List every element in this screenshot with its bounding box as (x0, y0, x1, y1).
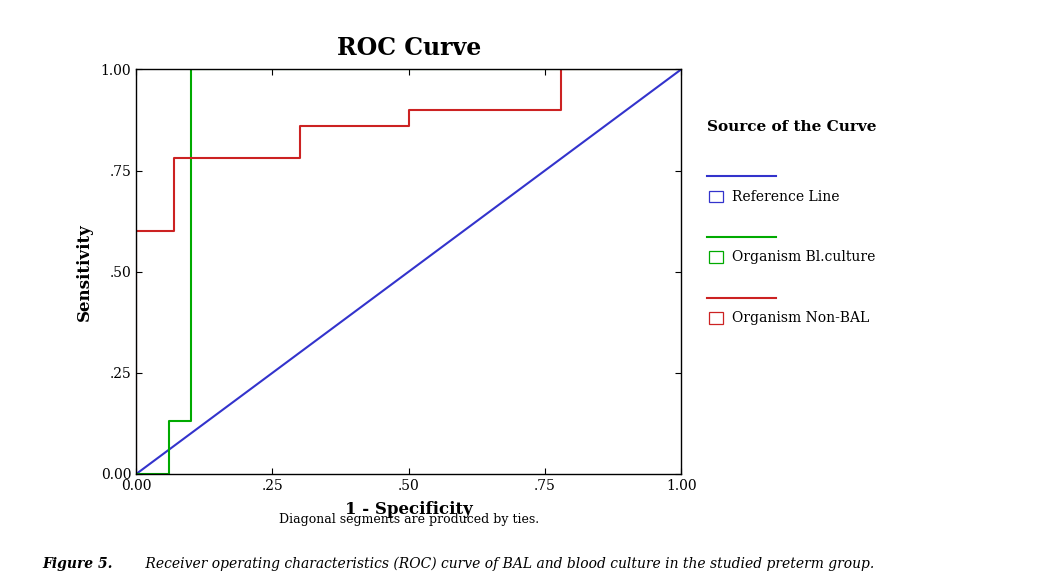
Text: Organism Bl.culture: Organism Bl.culture (732, 250, 875, 264)
Text: Diagonal segments are produced by ties.: Diagonal segments are produced by ties. (279, 513, 539, 526)
Text: Receiver operating characteristics (ROC) curve of BAL and blood culture in the s: Receiver operating characteristics (ROC)… (141, 556, 875, 570)
Text: Reference Line: Reference Line (732, 190, 839, 203)
Y-axis label: Sensitivity: Sensitivity (75, 223, 92, 321)
Text: Source of the Curve: Source of the Curve (707, 120, 877, 134)
Text: Organism Non-BAL: Organism Non-BAL (732, 311, 869, 325)
X-axis label: 1 - Specificity: 1 - Specificity (345, 501, 473, 518)
Text: Figure 5.: Figure 5. (42, 557, 112, 570)
Title: ROC Curve: ROC Curve (336, 36, 481, 61)
